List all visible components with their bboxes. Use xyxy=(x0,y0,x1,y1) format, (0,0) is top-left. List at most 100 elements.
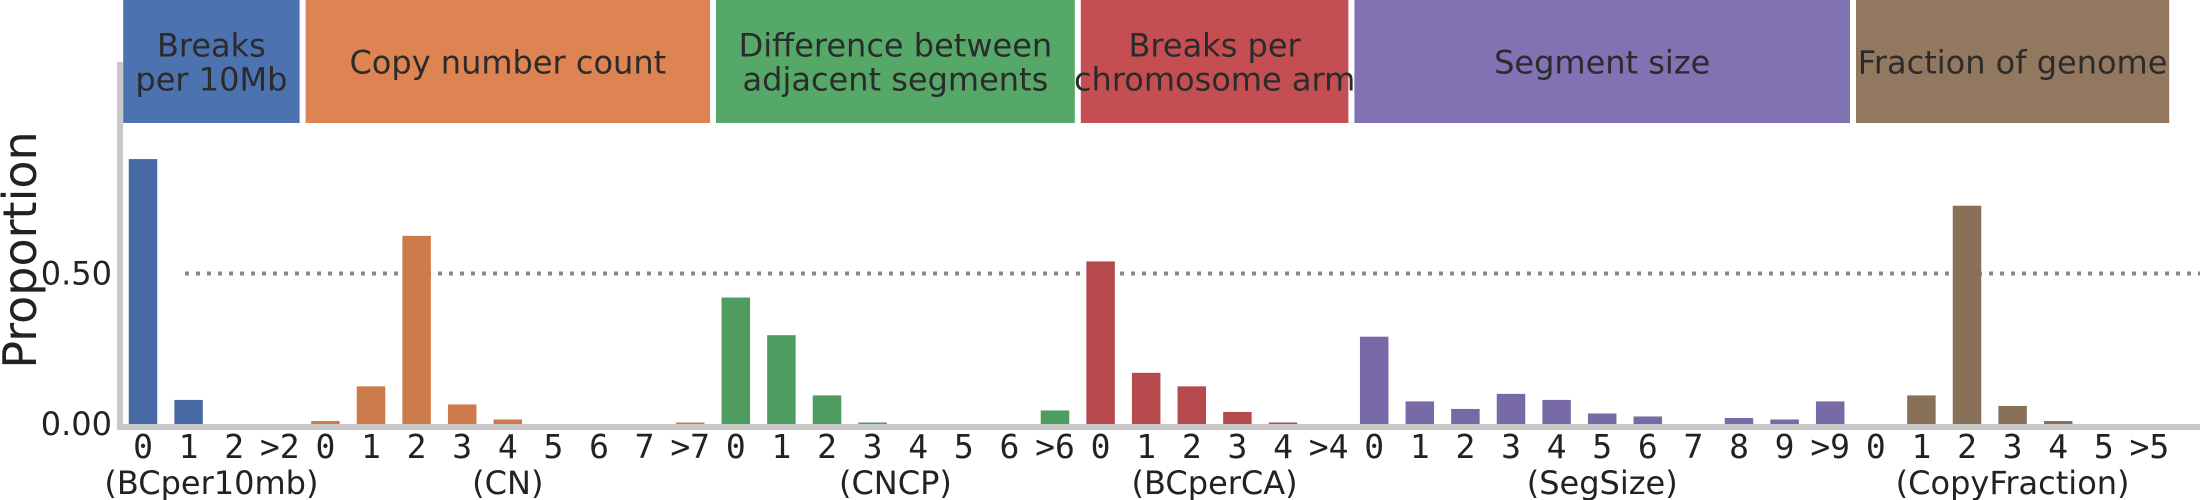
x-tick-4-0: 0 xyxy=(1364,427,1384,466)
bar-2-1 xyxy=(767,335,796,424)
x-tick-4-1: 1 xyxy=(1410,427,1430,466)
panel-header-5 xyxy=(1856,0,2170,123)
bar-0-0 xyxy=(128,159,158,425)
bar-3-2 xyxy=(1177,386,1207,424)
bar-0-1 xyxy=(174,399,203,424)
bar-2-2 xyxy=(812,395,842,424)
x-tick-5-1: 1 xyxy=(1911,427,1931,466)
x-tick-labels: 0 1 2 >2 0 1 2 3 4 5 6 7 >7 0 1 2 3 4 5 6 >6 0 1 2 3 4 >4 0 1 2 3 4 5 6 7 8… xyxy=(133,427,2169,466)
panel-header-4 xyxy=(1354,0,1850,123)
x-tick-1-2: 2 xyxy=(407,427,427,466)
x-tick-4-10: >9 xyxy=(1810,427,1850,466)
x-tick-5-6: >5 xyxy=(2130,427,2170,466)
x-tick-4-3: 3 xyxy=(1501,427,1521,466)
bar-1-2 xyxy=(402,235,431,424)
panel-header-0 xyxy=(123,0,300,123)
group-label-0: (BCper10mb) xyxy=(104,464,318,500)
panel-title-2-1: adjacent segments xyxy=(743,61,1049,99)
x-tick-2-0: 0 xyxy=(726,427,746,466)
panel-header-2 xyxy=(716,0,1075,123)
bars xyxy=(128,159,2073,425)
x-tick-3-4: 4 xyxy=(1273,427,1293,466)
group-label-1: (CN) xyxy=(472,464,543,500)
bar-2-3 xyxy=(858,422,887,424)
bar-1-0 xyxy=(311,420,340,424)
x-tick-0-2: 2 xyxy=(224,427,244,466)
bar-4-8 xyxy=(1724,417,1754,424)
bar-1-1 xyxy=(356,386,386,424)
group-labels: (BCper10mb) (CN) (CNCP) (BCperCA) (SegSize) (… xyxy=(104,464,2129,500)
x-tick-4-8: 8 xyxy=(1729,427,1749,466)
x-tick-2-1: 1 xyxy=(771,427,791,466)
x-tick-3-3: 3 xyxy=(1227,427,1247,466)
group-label-2: (CNCP) xyxy=(839,464,952,500)
bar-3-3 xyxy=(1223,411,1252,424)
x-tick-0-3: >2 xyxy=(260,427,300,466)
bar-5-1 xyxy=(1907,395,1936,424)
bar-3-0 xyxy=(1086,261,1115,424)
x-tick-1-4: 4 xyxy=(498,427,518,466)
y-tick-1: 0.50 xyxy=(41,254,112,292)
x-tick-1-1: 1 xyxy=(361,427,381,466)
x-tick-5-3: 3 xyxy=(2003,427,2023,466)
panel-title-5-0: Fraction of genome xyxy=(1858,44,2168,82)
x-axis-spine xyxy=(117,424,2200,430)
x-tick-1-0: 0 xyxy=(315,427,335,466)
panel-title-1-0: Copy number count xyxy=(349,44,666,82)
x-tick-5-5: 5 xyxy=(2094,427,2114,466)
group-label-5: (CopyFraction) xyxy=(1896,464,2130,500)
panel-title-4-0: Segment size xyxy=(1494,44,1710,82)
panel-header-1 xyxy=(305,0,710,123)
bar-3-1 xyxy=(1131,372,1161,424)
x-tick-4-4: 4 xyxy=(1547,427,1567,466)
bar-1-4 xyxy=(493,419,523,424)
x-tick-2-6: 6 xyxy=(999,427,1019,466)
panel-title-0-1: per 10Mb xyxy=(135,61,287,99)
y-tick-0: 0.00 xyxy=(41,405,112,443)
bar-4-6 xyxy=(1633,416,1663,424)
x-tick-4-5: 5 xyxy=(1592,427,1612,466)
x-tick-3-1: 1 xyxy=(1136,427,1156,466)
panel-title-0-0: Breaks xyxy=(157,27,266,65)
bar-3-4 xyxy=(1268,422,1298,424)
x-tick-1-6: 6 xyxy=(589,427,609,466)
x-tick-1-8: >7 xyxy=(670,427,710,466)
panel-header-3 xyxy=(1080,0,1349,123)
bar-1-8 xyxy=(675,422,705,424)
x-tick-5-2: 2 xyxy=(1957,427,1977,466)
x-tick-0-1: 1 xyxy=(179,427,199,466)
bar-5-2 xyxy=(1952,205,1982,424)
x-tick-2-7: >6 xyxy=(1035,427,1075,466)
bar-4-1 xyxy=(1405,401,1435,424)
panel-title-2-0: Difference between xyxy=(739,27,1053,65)
bar-4-3 xyxy=(1496,393,1526,424)
bar-4-10 xyxy=(1815,401,1845,424)
group-label-4: (SegSize) xyxy=(1527,464,1678,500)
x-tick-1-5: 5 xyxy=(543,427,563,466)
x-tick-1-3: 3 xyxy=(452,427,472,466)
group-label-3: (BCperCA) xyxy=(1132,464,1298,500)
bar-4-2 xyxy=(1451,408,1480,424)
x-tick-1-7: 7 xyxy=(635,427,655,466)
x-tick-3-5: >4 xyxy=(1309,427,1349,466)
bar-2-0 xyxy=(721,297,751,424)
bar-2-7 xyxy=(1040,410,1070,424)
bar-4-0 xyxy=(1359,336,1389,424)
x-tick-2-4: 4 xyxy=(908,427,928,466)
x-tick-4-6: 6 xyxy=(1638,427,1658,466)
panel-title-3-1: chromosome arm xyxy=(1074,61,1355,99)
x-tick-4-2: 2 xyxy=(1455,427,1475,466)
y-axis-spine xyxy=(117,62,123,428)
y-axis-label: Proportion xyxy=(0,131,47,368)
x-tick-4-9: 9 xyxy=(1775,427,1795,466)
x-tick-5-0: 0 xyxy=(1866,427,1886,466)
bar-4-4 xyxy=(1542,399,1571,424)
x-tick-2-2: 2 xyxy=(817,427,837,466)
x-tick-3-0: 0 xyxy=(1091,427,1111,466)
bar-5-3 xyxy=(1998,405,2027,424)
bar-1-3 xyxy=(447,404,477,424)
panel-title-3-0: Breaks per xyxy=(1128,27,1301,65)
